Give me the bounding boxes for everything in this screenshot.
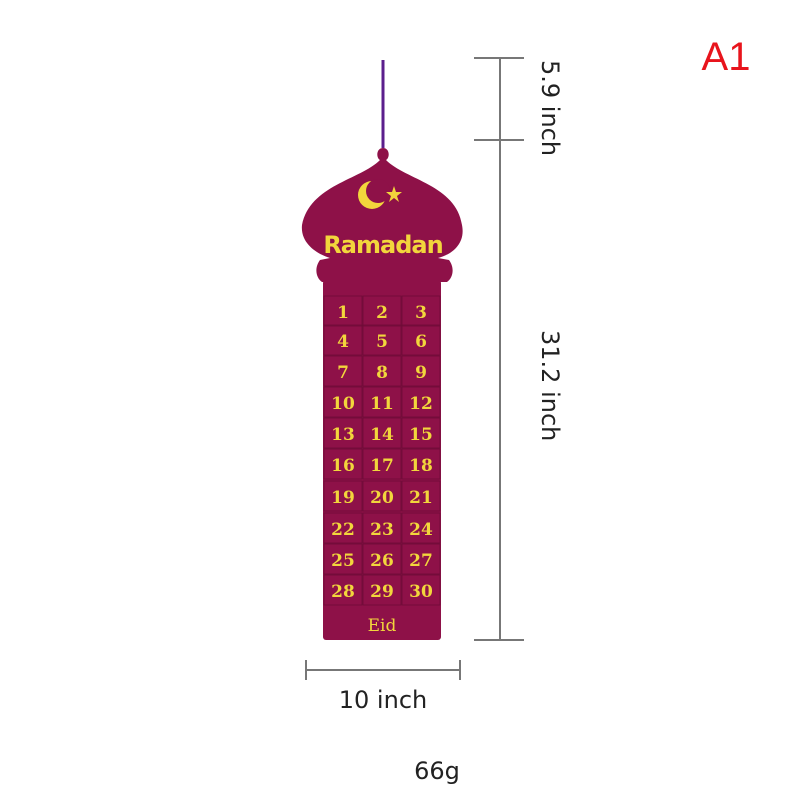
- day-number: 18: [409, 456, 433, 476]
- day-number: 24: [409, 520, 433, 540]
- day-number: 2: [376, 303, 388, 323]
- hanger-height-label: 5.9 inch: [536, 60, 564, 156]
- day-number: 22: [331, 520, 355, 540]
- day-number: 1: [337, 303, 349, 323]
- pocket: [401, 324, 441, 356]
- pocket: [401, 574, 441, 606]
- pocket: [401, 512, 441, 544]
- day-number: 4: [337, 332, 349, 352]
- day-number: 5: [376, 332, 388, 352]
- height-dimension-line: [474, 57, 524, 641]
- day-number: 30: [409, 582, 433, 602]
- day-number: 20: [370, 488, 394, 508]
- day-number: 6: [415, 332, 427, 352]
- day-number: 11: [370, 394, 394, 414]
- day-number: 28: [331, 582, 355, 602]
- pocket: [401, 355, 441, 387]
- pocket: [323, 386, 363, 418]
- width-dimension-line: [305, 660, 461, 680]
- width-label: 10 inch: [339, 686, 427, 714]
- pocket: [401, 448, 441, 480]
- pocket: [323, 543, 363, 575]
- pocket: [323, 574, 363, 606]
- day-number: 25: [331, 551, 355, 571]
- dome-top: [301, 148, 463, 282]
- pocket: [362, 386, 402, 418]
- day-number: 12: [409, 394, 433, 414]
- pocket: [362, 512, 402, 544]
- pocket: [362, 448, 402, 480]
- day-number: 19: [331, 488, 355, 508]
- day-number: 27: [409, 551, 433, 571]
- pocket: [401, 480, 441, 512]
- day-number: 23: [370, 520, 394, 540]
- day-number: 17: [370, 456, 394, 476]
- day-number: 16: [331, 456, 355, 476]
- day-number: 26: [370, 551, 394, 571]
- eid-pocket: Eid: [368, 616, 397, 636]
- pocket: [362, 324, 402, 356]
- pocket: [323, 417, 363, 449]
- day-number: 7: [337, 363, 349, 383]
- pocket: [362, 480, 402, 512]
- ramadan-title: Ramadan: [323, 231, 442, 259]
- pocket: [401, 386, 441, 418]
- pocket: [323, 295, 363, 327]
- pocket: [323, 324, 363, 356]
- weight-label: 66g: [414, 757, 460, 785]
- pocket: [323, 512, 363, 544]
- pocket: [323, 480, 363, 512]
- pocket: [401, 417, 441, 449]
- pocket: [362, 355, 402, 387]
- day-number: 14: [370, 425, 394, 445]
- day-number: 15: [409, 425, 433, 445]
- pocket: [323, 355, 363, 387]
- day-number: 13: [331, 425, 355, 445]
- day-number: 3: [415, 303, 427, 323]
- crescent-star-icon: [358, 179, 402, 209]
- pocket: [362, 574, 402, 606]
- pocket: [401, 543, 441, 575]
- pocket: [362, 417, 402, 449]
- day-number: 8: [376, 363, 388, 383]
- pocket: [323, 448, 363, 480]
- day-number: 10: [331, 394, 355, 414]
- day-number: 21: [409, 488, 433, 508]
- variant-label: A1: [702, 35, 751, 79]
- pocket: [362, 295, 402, 327]
- pocket: [401, 295, 441, 327]
- body-height-label: 31.2 inch: [536, 330, 564, 441]
- pocket-panel: [323, 280, 441, 640]
- pocket: [362, 543, 402, 575]
- day-number: 9: [415, 363, 427, 383]
- day-number: 29: [370, 582, 394, 602]
